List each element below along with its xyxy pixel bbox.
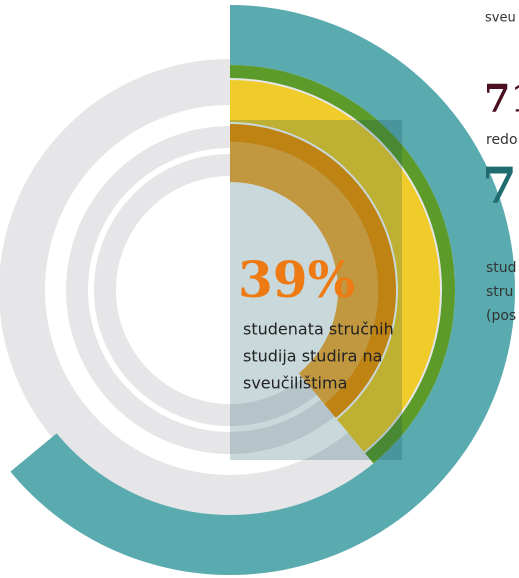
side-text: stru [486, 284, 513, 300]
stat: 72 [482, 156, 519, 215]
stat: 71 [484, 76, 519, 121]
side-text: sveu [485, 11, 516, 26]
ring-arc [230, 80, 441, 452]
ring-arc [230, 124, 397, 418]
ring-arc [230, 142, 378, 405]
overlay [230, 120, 402, 460]
ring-arc [10, 5, 516, 576]
headline: 39% [238, 250, 355, 309]
side-text: redo [486, 132, 518, 148]
caption: studenata stručnih [243, 320, 394, 339]
caption: studija studira na [243, 347, 382, 366]
side-text: stud [486, 260, 517, 276]
caption: sveučilištima [243, 374, 347, 393]
side-text: (pos [486, 308, 516, 324]
